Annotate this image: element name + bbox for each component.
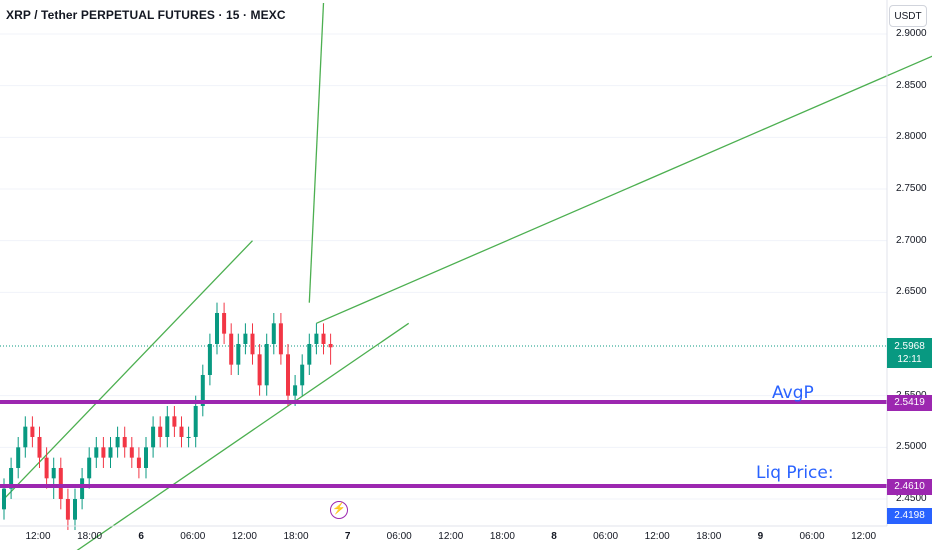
chart-title: XRP / Tether PERPETUAL FUTURES · 15 · ME…	[6, 8, 286, 22]
candle-body	[250, 333, 255, 355]
candle-body	[286, 354, 290, 396]
time-tick-label: 06:00	[180, 531, 206, 542]
currency-button[interactable]: USDT	[889, 5, 927, 27]
time-tick-label: 9	[757, 531, 764, 542]
time-tick-label: 06:00	[593, 531, 619, 542]
price-tick-label: 2.6500	[896, 286, 927, 298]
trendline	[3, 240, 253, 500]
candle-body	[30, 426, 35, 437]
candle-body	[179, 426, 184, 437]
candle-body	[307, 343, 312, 365]
current-price-value: 2.5968	[894, 341, 925, 352]
time-tick-label: 06:00	[386, 531, 412, 542]
candle-body	[293, 385, 298, 396]
avgp-price-badge: 2.5419	[887, 395, 932, 411]
candle-body	[16, 447, 21, 468]
time-tick-label: 12:00	[231, 531, 257, 542]
time-tick-label: 18:00	[489, 531, 515, 542]
candle-body	[2, 488, 6, 510]
candle-body	[186, 436, 191, 438]
candle-body	[58, 467, 63, 499]
candle-body	[193, 405, 198, 437]
candle-body	[229, 333, 234, 365]
candle-body	[271, 323, 276, 344]
trendline	[76, 322, 410, 550]
time-tick-label: 8	[551, 531, 557, 542]
time-tick-label: 12:00	[25, 531, 51, 542]
time-tick-label: 6	[138, 531, 144, 542]
price-tick-label: 2.7500	[896, 182, 927, 194]
time-tick-label: 18:00	[696, 531, 722, 542]
trendline	[316, 55, 932, 324]
candle-body	[215, 312, 219, 344]
candle-body	[23, 426, 28, 448]
candle-body	[321, 333, 326, 344]
candle-body	[94, 447, 99, 458]
candle-body	[129, 447, 134, 458]
price-tick-label: 2.9000	[896, 28, 927, 39]
candle-body	[73, 498, 77, 520]
candle-body	[51, 467, 56, 479]
candle-body	[172, 416, 177, 427]
candle-body	[37, 436, 42, 458]
candle-body	[257, 354, 262, 386]
candle-body	[151, 426, 156, 448]
candle-body	[236, 343, 241, 365]
price-tick-label: 2.8000	[896, 131, 927, 143]
candle-body	[136, 457, 141, 468]
time-tick-label: 12:00	[644, 531, 670, 542]
candle-countdown: 12:11	[897, 354, 922, 365]
candle-body	[278, 323, 283, 355]
time-tick-label: 7	[344, 531, 351, 542]
price-tick-label: 2.8500	[896, 79, 927, 91]
candle-body	[122, 436, 127, 448]
chart-grid	[0, 33, 887, 500]
candle-body	[222, 312, 227, 334]
time-tick-label: 18:00	[77, 531, 103, 542]
candle-body	[144, 447, 148, 468]
candle-body	[44, 457, 49, 479]
liq-price-label: Liq Price:	[756, 463, 834, 483]
candle-body	[158, 426, 163, 437]
low-price-badge: 2.4198	[887, 508, 932, 524]
candle-body	[207, 343, 212, 375]
trendline	[308, 2, 325, 303]
candle-body	[9, 467, 14, 489]
price-tick-label: 2.4500	[896, 492, 927, 504]
time-tick-label: 18:00	[283, 531, 309, 542]
time-tick-label: 06:00	[799, 531, 825, 542]
candle-body	[243, 333, 248, 344]
price-tick-label: 2.5000	[896, 441, 927, 453]
candle-body	[80, 478, 85, 499]
candle-body	[165, 416, 170, 437]
price-tick-label: 2.7000	[896, 234, 927, 246]
candle-body	[200, 374, 205, 406]
liq-price-badge: 2.4610	[887, 479, 932, 495]
candle-body	[108, 447, 113, 458]
candle-body	[87, 457, 92, 479]
time-tick-label: 12:00	[438, 531, 464, 542]
candle-body	[328, 343, 333, 348]
lightning-event-icon[interactable]: ⚡	[330, 501, 348, 519]
current-price-badge: 2.5968 12:11	[887, 338, 932, 368]
candles	[2, 302, 333, 530]
candle-body	[300, 364, 305, 386]
candle-body	[264, 343, 269, 386]
candle-body	[65, 498, 70, 520]
candle-body	[101, 447, 106, 458]
time-tick-label: 12:00	[851, 531, 877, 542]
avgp-label: AvgP	[772, 383, 814, 403]
candle-body	[115, 436, 120, 448]
candle-body	[314, 333, 319, 344]
